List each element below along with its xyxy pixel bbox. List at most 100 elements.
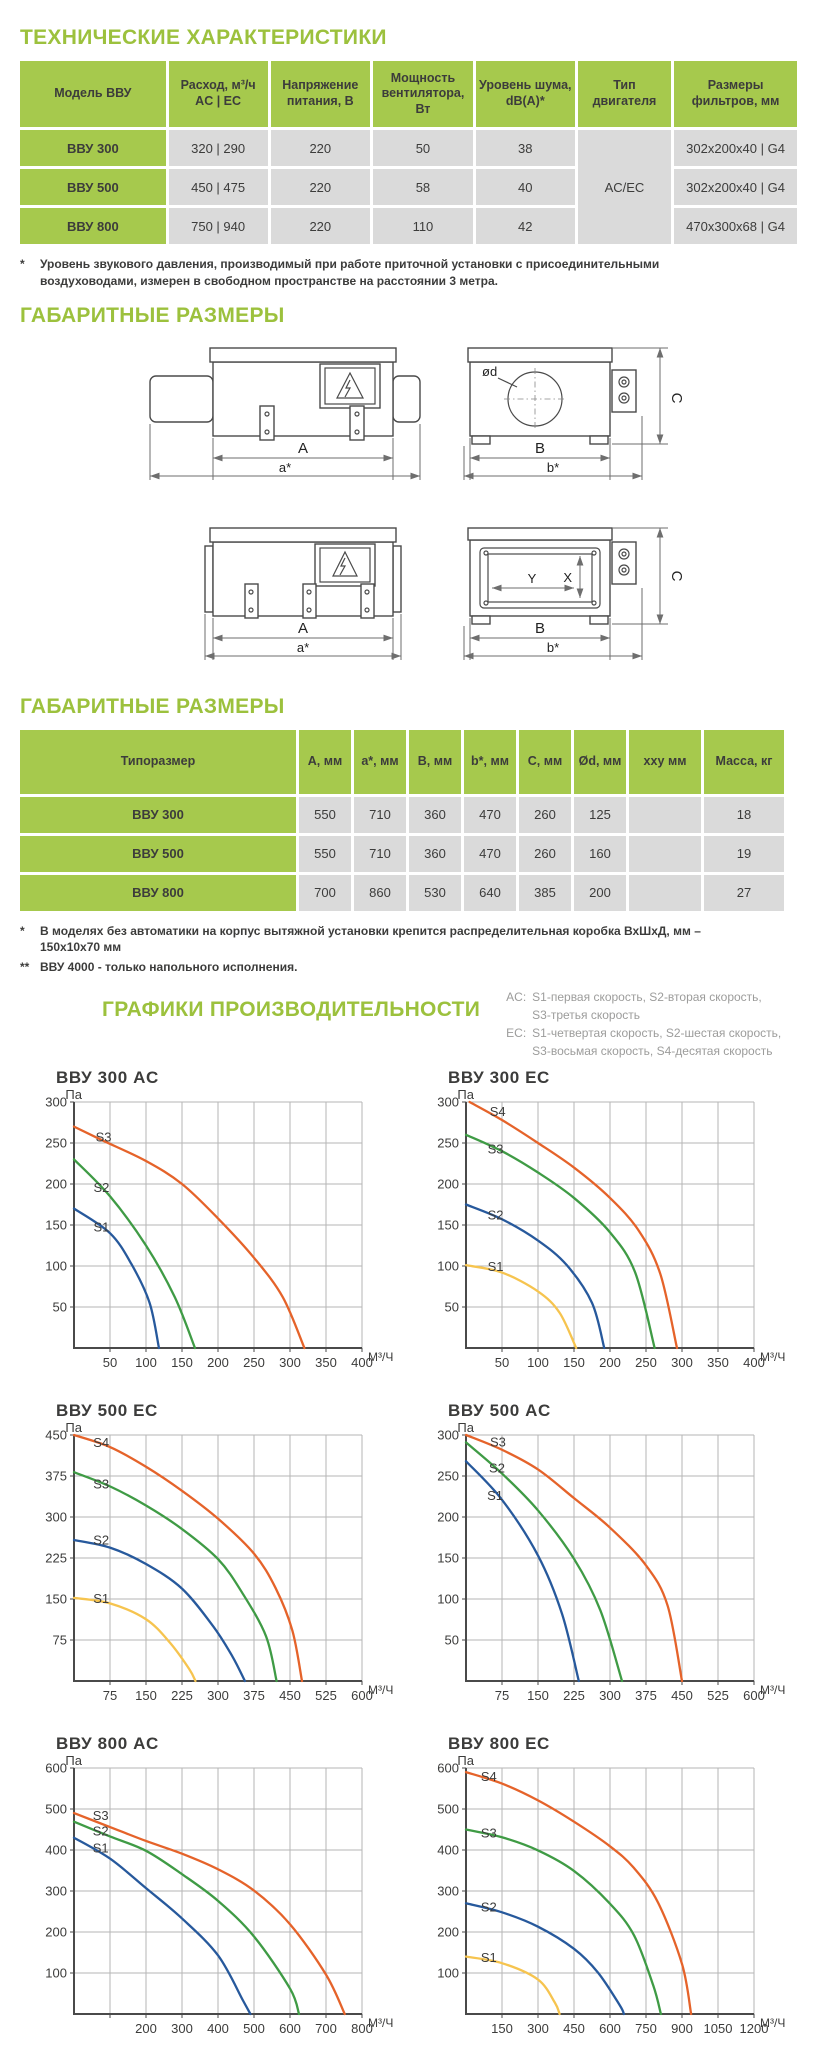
svg-text:200: 200 — [45, 1924, 67, 1939]
chart-axes — [462, 1101, 755, 1352]
curve-label-S1: S1 — [93, 1591, 109, 1606]
spec-col-power: Мощность вентилятора, Вт — [373, 61, 473, 127]
dim-col-xxy: хху мм — [629, 729, 701, 794]
svg-text:400: 400 — [351, 1355, 373, 1370]
dim-label-od: ød — [482, 364, 497, 379]
performance-charts: ВВУ 300 AC 50 100 150 200 250 300 50 100 150 200 2… — [26, 1060, 800, 2059]
footnote-text: Уровень звукового давления, производимый… — [40, 257, 660, 288]
svg-text:600: 600 — [351, 1688, 373, 1703]
dim-label-B: B — [535, 620, 545, 637]
legend-ec-line2: S3-восьмая скорость, S4-десятая скорость — [532, 1043, 773, 1058]
svg-text:100: 100 — [437, 1258, 459, 1273]
svg-text:450: 450 — [45, 1427, 67, 1442]
x-axis-unit: М³/Ч — [760, 1683, 785, 1697]
cell-model: ВВУ 300 — [20, 130, 166, 166]
cell-flow: 450 | 475 — [168, 169, 268, 205]
speed-legend: AC: S1-первая скорость, S2-вторая скорос… — [506, 988, 781, 1060]
cell-a: 710 — [354, 796, 406, 833]
dim-footnote-2: ** ВВУ 4000 - только напольного исполнен… — [20, 959, 800, 976]
curve-label-S2: S2 — [93, 1180, 109, 1195]
cell-d: 125 — [574, 796, 626, 833]
cell-noise: 40 — [475, 169, 575, 205]
chart-canvas: 100 200 300 400 500 600 200 300 400 500 600 700 800 П… — [26, 1753, 418, 2059]
curve-S3 — [72, 1811, 346, 2016]
svg-text:300: 300 — [45, 1094, 67, 1109]
chart-axes — [70, 1101, 363, 1352]
spec-col-filter: Размеры фильтров, мм — [674, 61, 797, 127]
svg-text:500: 500 — [437, 1801, 459, 1816]
svg-text:375: 375 — [45, 1468, 67, 1483]
cell-mass: 27 — [704, 874, 784, 911]
svg-text:250: 250 — [243, 1355, 265, 1370]
chart-vvu-500-ec: ВВУ 500 EC 75 150 225 300 375 450 75 150 225 300 3… — [26, 1393, 418, 1726]
table-row: ВВУ 500 450 | 475 220 58 40 302x200x40 |… — [20, 169, 797, 205]
chart-axes — [462, 1434, 755, 1685]
curve-S2 — [464, 1441, 624, 1683]
curve-label-S1: S1 — [93, 1220, 109, 1235]
svg-text:400: 400 — [207, 2021, 229, 2036]
svg-text:300: 300 — [437, 1094, 459, 1109]
svg-text:500: 500 — [45, 1801, 67, 1816]
curve-S3 — [464, 1828, 663, 2016]
svg-text:600: 600 — [437, 1760, 459, 1775]
graphs-header: ГРАФИКИ ПРОИЗВОДИТЕЛЬНОСТИ AC: S1-первая… — [20, 988, 800, 1060]
curve-label-S2: S2 — [93, 1532, 109, 1547]
cell-noise: 42 — [475, 208, 575, 244]
cell-voltage: 220 — [270, 169, 371, 205]
svg-text:300: 300 — [279, 1355, 301, 1370]
dim-label-A: A — [298, 440, 308, 457]
svg-text:150: 150 — [527, 1688, 549, 1703]
dim-col-mass: Масса, кг — [704, 729, 784, 794]
chart-svg: 75 150 225 300 375 450 75 150 225 300 375 450 525 600… — [45, 1420, 393, 1703]
svg-text:600: 600 — [279, 2021, 301, 2036]
dim-col-B: В, мм — [409, 729, 461, 794]
dim-label-X: X — [563, 570, 572, 585]
svg-text:100: 100 — [437, 1591, 459, 1606]
footnote-star: * — [20, 257, 25, 271]
cell-C: 260 — [519, 835, 571, 872]
svg-text:250: 250 — [635, 1355, 657, 1370]
chart-grid — [74, 1767, 363, 2014]
cell-power: 110 — [373, 208, 473, 244]
svg-text:225: 225 — [45, 1550, 67, 1565]
cell-xxy — [629, 835, 701, 872]
spec-col-flow: Расход, м³/ч AC | EC — [168, 61, 268, 127]
curve-S1 — [464, 1460, 580, 1683]
chart-grid — [74, 1101, 363, 1348]
svg-text:200: 200 — [599, 1355, 621, 1370]
dimensions-table: Типоразмер А, мм a*, мм В, мм b*, мм С, … — [17, 727, 787, 914]
chart-svg: 50 100 150 200 250 300 50 100 150 200 250 300 350 400… — [45, 1087, 393, 1370]
cell-voltage: 220 — [270, 208, 371, 244]
cell-A: 550 — [299, 835, 351, 872]
dim-col-A: А, мм — [299, 729, 351, 794]
cell-noise: 38 — [475, 130, 575, 166]
svg-text:150: 150 — [437, 1550, 459, 1565]
svg-text:100: 100 — [135, 1355, 157, 1370]
chart-canvas: 100 200 300 400 500 600 150 300 450 600 750 900 1050… — [418, 1753, 810, 2059]
legend-ec: EC: S1-четвертая скорость, S2-шестая ско… — [506, 1024, 781, 1060]
cell-d: 200 — [574, 874, 626, 911]
curve-S1 — [72, 1836, 252, 2016]
curve-label-S3: S3 — [488, 1142, 504, 1157]
cell-flow: 320 | 290 — [168, 130, 268, 166]
spec-col-noise: Уровень шума, dB(A)* — [475, 61, 575, 127]
cell-flow: 750 | 940 — [168, 208, 268, 244]
cell-a: 710 — [354, 835, 406, 872]
chart-tick-labels: 50 100 150 200 250 300 75 150 225 300 375 450 525 600… — [437, 1420, 785, 1703]
chart-vvu-800-ec: ВВУ 800 EC 100 200 300 400 500 600 150 300 450 60… — [418, 1726, 810, 2059]
svg-text:350: 350 — [315, 1355, 337, 1370]
svg-text:75: 75 — [53, 1632, 67, 1647]
chart-axes — [70, 1767, 363, 2018]
cell-xxy — [629, 874, 701, 911]
svg-text:500: 500 — [243, 2021, 265, 2036]
svg-text:375: 375 — [243, 1688, 265, 1703]
y-axis-unit: Па — [457, 1754, 474, 1768]
chart-vvu-800-ac: ВВУ 800 AC 100 200 300 400 500 600 200 300 400 50… — [26, 1726, 418, 2059]
table-row: ВВУ 800 700 860 530 640 385 200 27 — [20, 874, 784, 911]
drawing-front-view-rect: X Y C B b* — [463, 526, 685, 660]
x-axis-unit: М³/Ч — [760, 2016, 785, 2030]
svg-text:100: 100 — [527, 1355, 549, 1370]
chart-canvas: 75 150 225 300 375 450 75 150 225 300 375 450 525 600… — [26, 1420, 418, 1726]
svg-text:100: 100 — [437, 1965, 459, 1980]
